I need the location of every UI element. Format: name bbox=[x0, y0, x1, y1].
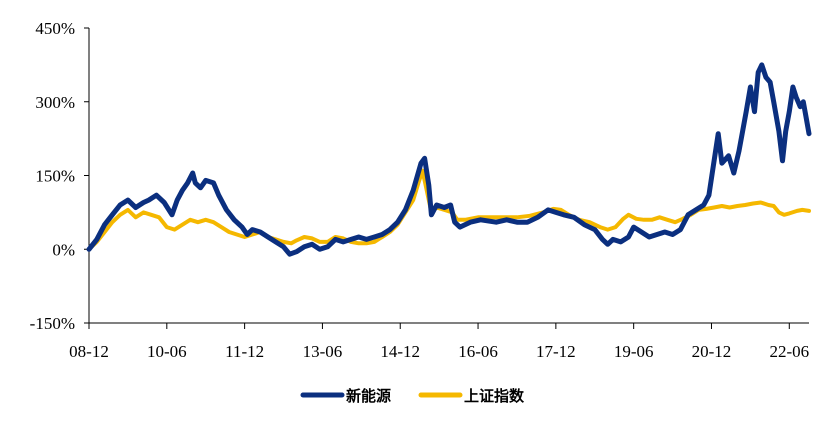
x-tick-label: 20-12 bbox=[692, 342, 732, 361]
y-tick-label: 150% bbox=[35, 167, 75, 186]
x-tick-label: 22-06 bbox=[769, 342, 809, 361]
series-layer bbox=[86, 62, 812, 257]
x-tick-label: 19-06 bbox=[614, 342, 654, 361]
legend-label-shanghai-index: 上证指数 bbox=[464, 387, 525, 405]
y-tick-label: 0% bbox=[52, 240, 75, 259]
x-tick-label: 16-06 bbox=[458, 342, 498, 361]
legend: 新能源 上证指数 bbox=[300, 387, 525, 405]
x-axis: 08-12 10-06 11-12 13-06 14-12 16-06 17-12 19-06… bbox=[69, 322, 809, 361]
y-axis: 450% 300% 150% 0% -150% bbox=[30, 19, 90, 333]
y-tick-label: 450% bbox=[35, 19, 75, 38]
x-tick-label: 13-06 bbox=[303, 342, 343, 361]
x-tick-label: 14-12 bbox=[380, 342, 420, 361]
x-tick-label: 17-12 bbox=[536, 342, 576, 361]
x-tick-label: 08-12 bbox=[69, 342, 109, 361]
x-tick-label: 11-12 bbox=[225, 342, 264, 361]
y-tick-label: -150% bbox=[30, 314, 75, 333]
series-line-new-energy bbox=[86, 62, 812, 257]
x-tick-label: 10-06 bbox=[147, 342, 187, 361]
legend-label-new-energy: 新能源 bbox=[346, 387, 391, 405]
y-tick-label: 300% bbox=[35, 93, 75, 112]
